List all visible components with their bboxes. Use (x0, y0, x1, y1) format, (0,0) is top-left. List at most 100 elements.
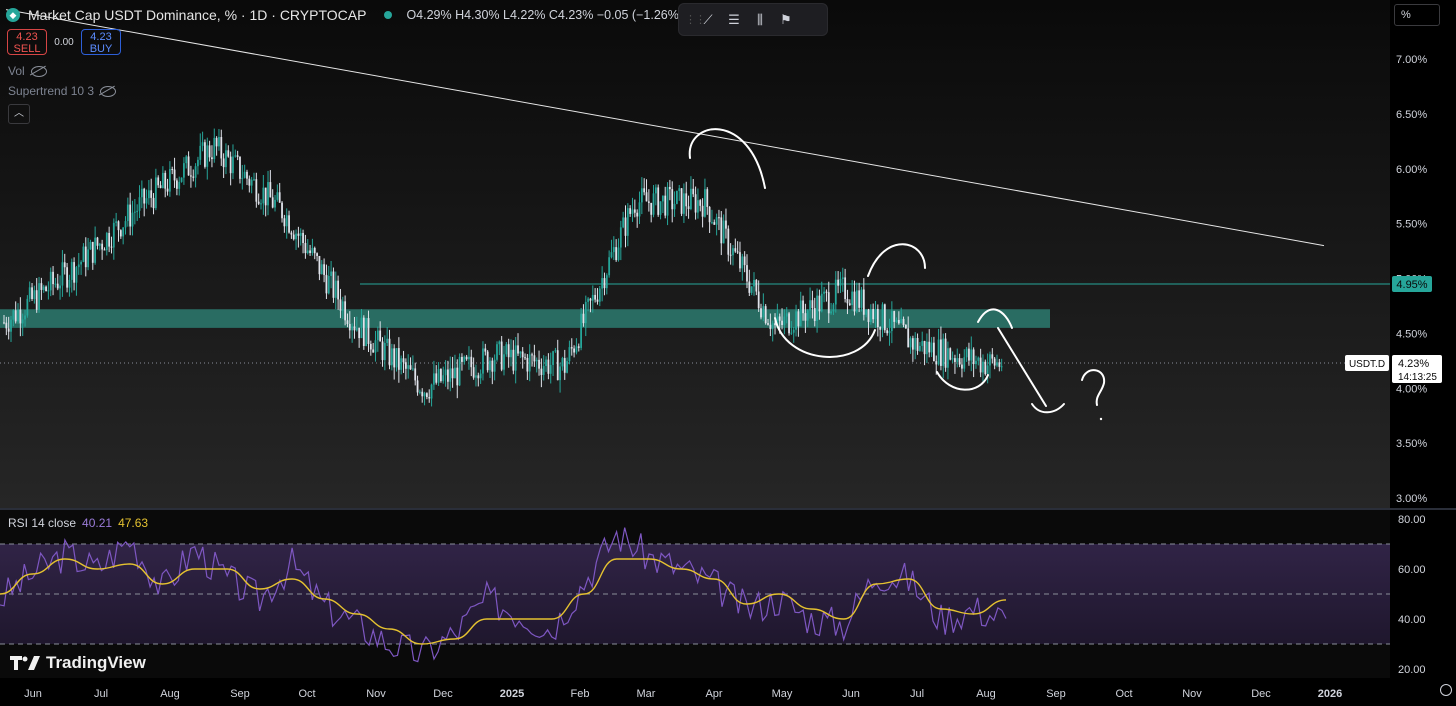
candle-body (930, 342, 933, 353)
candle-body (49, 271, 52, 291)
candle-body (900, 318, 903, 324)
candle-body (440, 369, 442, 382)
flag-tool-icon[interactable]: ⚑ (780, 11, 792, 27)
candle-body (463, 356, 466, 362)
lines-tool-icon[interactable]: ☰ (728, 11, 740, 27)
candle-body (376, 330, 379, 341)
candle-body (105, 232, 108, 251)
pitchfork-tool-icon[interactable]: ⫼ (757, 11, 763, 27)
candle-body (982, 361, 984, 373)
rsi-legend[interactable]: RSI 14 close 40.21 47.63 (8, 516, 148, 530)
candle-body (418, 391, 421, 393)
buy-button[interactable]: 4.23 BUY (81, 29, 121, 55)
candle-body (848, 303, 851, 306)
x-tick-label: Jun (842, 688, 860, 700)
x-tick-label: Nov (1182, 688, 1202, 700)
candle-body (984, 361, 987, 375)
candle-body (143, 188, 146, 204)
candle-body (668, 186, 671, 190)
candle-body (666, 186, 669, 216)
eye-hidden-icon[interactable] (30, 65, 47, 77)
candle-body (136, 210, 139, 212)
candle-body (697, 200, 699, 213)
trend-tool-icon[interactable]: ⟋ (703, 11, 713, 27)
candle-body (549, 365, 552, 374)
buy-label: BUY (89, 43, 113, 55)
candle-body (404, 362, 407, 369)
candle-body (292, 234, 295, 240)
candle-body (402, 358, 405, 363)
candle-body (260, 203, 262, 205)
candle-body (517, 345, 519, 354)
candle-body (306, 250, 309, 254)
candle-body (274, 199, 276, 208)
candle-body (722, 220, 725, 244)
x-tick-label: Sep (1046, 688, 1066, 700)
buy-price: 4.23 (90, 31, 112, 43)
candle-body (566, 361, 568, 373)
candle-body (844, 277, 847, 300)
candle-body (951, 358, 954, 360)
candle-body (603, 278, 606, 289)
symbol-title[interactable]: Market Cap USDT Dominance, % · 1D · CRYP… (28, 7, 367, 23)
candle-body (108, 232, 111, 247)
candle-body (533, 355, 536, 362)
candle-body (28, 287, 31, 299)
candle-body (73, 262, 75, 283)
symbol-tag (1345, 355, 1389, 372)
scale-mode-button[interactable]: % (1394, 4, 1440, 26)
candle-body (881, 304, 884, 330)
candle-body (753, 279, 755, 287)
candle-body (991, 354, 994, 359)
drag-handle-icon[interactable]: ⋮⋮ (685, 14, 706, 26)
candle-body (512, 349, 515, 371)
candle-body (925, 341, 928, 355)
candle-body (617, 247, 620, 261)
candle-body (811, 300, 814, 309)
candle-body (257, 201, 260, 204)
candle-body (764, 306, 767, 324)
candle-body (339, 299, 342, 311)
candle-body (608, 257, 611, 276)
supertrend-indicator-legend[interactable]: Supertrend 10 3 (8, 84, 117, 98)
candle-body (531, 354, 533, 356)
candle-body (362, 317, 365, 346)
drawing-toolbar: ⋮⋮ ⟋ ☰ ⫼ ⚑ (678, 3, 828, 36)
candle-body (409, 365, 412, 370)
candle-body (68, 279, 71, 288)
candle-body (411, 368, 414, 370)
candle-body (229, 156, 232, 174)
candle-body (360, 317, 363, 339)
vol-indicator-legend[interactable]: Vol (8, 64, 47, 78)
candle-body (767, 323, 769, 325)
candle-body (313, 247, 316, 254)
candle-body (1000, 366, 1003, 368)
candle-body (890, 311, 893, 332)
candle-body (33, 290, 36, 300)
candle-body (211, 157, 213, 160)
candle-body (458, 356, 461, 386)
candle-body (886, 330, 889, 334)
candle-body (743, 256, 746, 266)
candle-body (124, 221, 127, 228)
candle-body (923, 341, 926, 355)
candle-body (519, 351, 522, 354)
candle-body (80, 261, 83, 265)
candle-body (374, 340, 377, 353)
candle-body (918, 345, 921, 351)
eye-hidden-icon[interactable] (100, 85, 117, 97)
x-tick-label: Oct (1115, 688, 1132, 700)
candle-body (447, 369, 449, 382)
candle-body (61, 262, 64, 286)
candle-body (21, 319, 24, 324)
collapse-legend-button[interactable]: ︿ (8, 104, 30, 124)
candle-body (276, 192, 279, 200)
sell-button[interactable]: 4.23 SELL (7, 29, 47, 55)
candle-body (876, 308, 879, 328)
candle-body (166, 188, 169, 192)
candle-body (963, 357, 966, 369)
candle-body (491, 360, 494, 372)
settings-gear-icon[interactable] (1440, 684, 1452, 696)
x-tick-label: 2025 (500, 688, 524, 700)
